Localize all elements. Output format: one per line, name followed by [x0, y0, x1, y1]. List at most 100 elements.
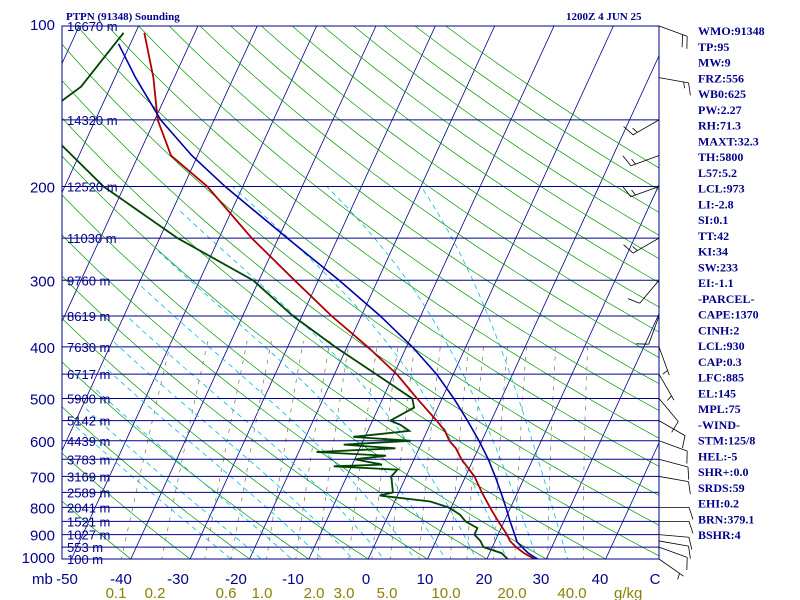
wind-barb-half-feather	[632, 246, 638, 251]
wind-barb-shaft	[658, 373, 675, 401]
wind-barb-feather	[622, 155, 632, 167]
dry-adiabat	[261, 26, 659, 308]
index-line: MPL:75	[698, 402, 741, 416]
isotherm-line	[62, 26, 139, 194]
wind-barb	[658, 558, 684, 580]
wind-barb	[658, 440, 688, 464]
index-line: CINH:2	[698, 323, 739, 337]
wind-barb-shaft	[658, 398, 679, 422]
pressure-tick-label: 100	[30, 17, 55, 34]
height-label: 553 m	[67, 540, 103, 555]
parcel-profile	[117, 43, 543, 559]
wind-barb-shaft	[658, 558, 684, 577]
index-line: MAXT:32.3	[698, 134, 759, 148]
height-label: 16670 m	[67, 19, 118, 34]
dry-adiabat	[62, 234, 488, 559]
index-line: SI:0.1	[698, 213, 728, 227]
pressure-tick-label: 300	[30, 273, 55, 290]
wind-barb	[658, 540, 691, 559]
temperature-tick-label: -20	[225, 571, 247, 588]
wind-barb-half-feather	[683, 81, 685, 89]
temperature-tick-label: 10	[417, 571, 434, 588]
isotherm-line	[605, 441, 659, 559]
index-line: L57:5.2	[698, 166, 737, 180]
height-label: 100 m	[67, 552, 103, 567]
mixing-ratio-label: 20.0	[497, 585, 526, 600]
index-line: BRN:379.1	[698, 512, 754, 526]
index-line: SRDS:59	[698, 481, 745, 495]
temperature-tick-label: C	[650, 571, 661, 588]
temperature-tick-label: 0	[362, 571, 370, 588]
index-line: MW:9	[698, 56, 731, 70]
wind-barb	[658, 25, 688, 49]
index-line: RH:71.3	[698, 119, 741, 133]
pressure-tick-label: 400	[30, 340, 55, 357]
wind-barb-half-feather	[677, 573, 680, 580]
mixing-ratio-label: 5.0	[377, 585, 398, 600]
isotherm-line	[71, 26, 317, 559]
index-line: TH:5800	[698, 150, 743, 164]
moist-adiabat	[232, 186, 508, 559]
index-line: EI:-1.1	[698, 276, 734, 290]
dry-adiabat	[322, 26, 659, 260]
height-label: 8619 m	[67, 309, 110, 324]
wind-barb	[658, 534, 693, 550]
wind-barb-feather	[688, 82, 691, 96]
wind-barb	[658, 458, 690, 480]
wind-barb-feather	[682, 435, 686, 449]
isotherm-line	[62, 26, 258, 452]
mixing-ratio-line	[295, 340, 331, 559]
wind-barb	[623, 237, 660, 254]
pressure-tick-label: 1000	[22, 550, 55, 567]
height-label: 2041 m	[67, 500, 110, 515]
isotherm-line	[189, 26, 436, 559]
wind-barb-feather	[688, 507, 694, 520]
wind-barb-shaft	[658, 346, 670, 376]
wind-barb-shaft	[658, 420, 686, 436]
index-line: LCL:930	[698, 339, 745, 353]
mixing-ratio-unit: g/kg	[614, 585, 642, 600]
wind-barb	[658, 546, 688, 571]
height-labels: 16670 m 14320 m 12520 m 11030 m 9760 m 8619 m…	[67, 19, 118, 567]
index-line: CAPE:1370	[698, 308, 759, 322]
moist-adiabat	[126, 315, 385, 559]
mixing-ratio-label: 2.0	[304, 585, 325, 600]
wind-barb-shaft	[658, 546, 688, 558]
index-line: HEL:-5	[698, 449, 737, 463]
index-line: SHR+:0.0	[698, 465, 749, 479]
index-line: LCL:973	[698, 182, 745, 196]
height-label: 3169 m	[67, 469, 110, 484]
wind-barb-shaft	[658, 534, 689, 538]
index-line: TT:42	[698, 229, 729, 243]
dewpoint-profile	[62, 32, 509, 559]
height-label: 9760 m	[67, 273, 110, 288]
mixing-ratio-label: 1.0	[252, 585, 273, 600]
wind-barb-half-feather	[632, 127, 638, 133]
dry-adiabat	[62, 275, 429, 559]
temperature-tick-label: -40	[110, 571, 132, 588]
index-line: BSHR:4	[698, 528, 741, 542]
height-label: 5900 m	[67, 392, 110, 407]
mixing-ratio-label: 40.0	[557, 585, 586, 600]
wind-barb-half-feather	[631, 158, 636, 165]
wind-barb-shaft	[648, 315, 660, 345]
height-label: 6717 m	[67, 367, 110, 382]
temperature-tick-label: -10	[282, 571, 304, 588]
pressure-tick-label: 600	[30, 434, 55, 451]
dry-adiabat	[230, 26, 659, 333]
height-label: 1521 m	[67, 514, 110, 529]
index-line: FRZ:556	[698, 71, 744, 85]
wind-barb-feather	[622, 186, 632, 197]
index-line: WB0:625	[698, 87, 746, 101]
wind-barb-feather	[671, 421, 679, 433]
dry-adiabat	[291, 26, 659, 283]
index-line: EHI:0.2	[698, 497, 739, 511]
pressure-tick-label: 700	[30, 469, 55, 486]
dry-adiabat	[62, 80, 659, 526]
wind-barb	[659, 520, 694, 534]
sounding-profiles	[62, 32, 543, 559]
isotherm-line	[367, 26, 614, 559]
wind-barb-shaft	[639, 280, 660, 304]
wind-barb-half-feather	[631, 189, 636, 196]
